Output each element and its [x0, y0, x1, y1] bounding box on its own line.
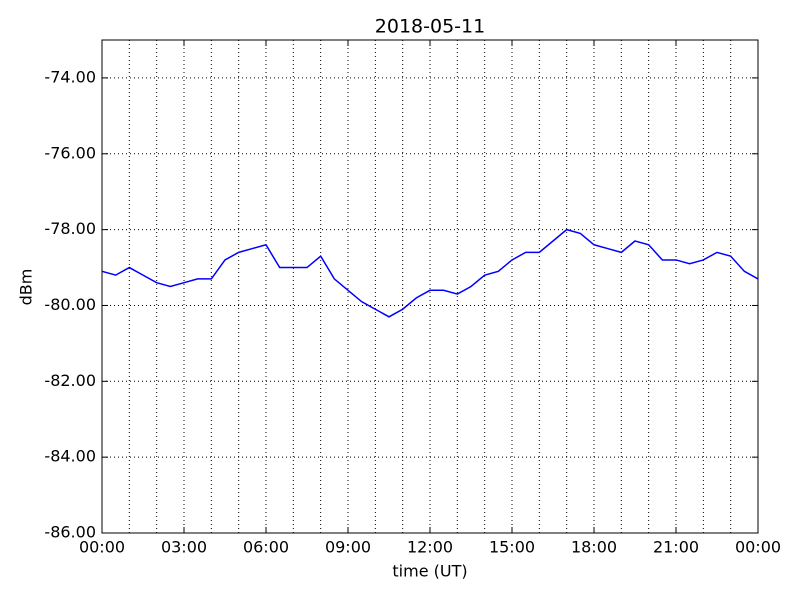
x-tick-label: 03:00	[161, 538, 207, 557]
y-tick-label: -76.00	[44, 143, 96, 162]
y-tick-label: -82.00	[44, 371, 96, 390]
y-axis-label: dBm	[17, 269, 36, 306]
x-tick-label: 18:00	[571, 538, 617, 557]
y-tick-label: -86.00	[44, 523, 96, 542]
y-tick-label: -84.00	[44, 447, 96, 466]
x-tick-label: 00:00	[735, 538, 781, 557]
y-tick-label: -78.00	[44, 219, 96, 238]
y-tick-label: -80.00	[44, 295, 96, 314]
data-line	[101, 228, 759, 318]
x-tick-label: 15:00	[489, 538, 535, 557]
y-tick-label: -74.00	[44, 67, 96, 86]
x-axis-label: time (UT)	[392, 562, 467, 581]
plot-frame	[101, 39, 759, 534]
x-tick-label: 12:00	[407, 538, 453, 557]
chart-title: 2018-05-11	[375, 16, 485, 38]
x-tick-label: 09:00	[325, 538, 371, 557]
x-tick-label: 00:00	[79, 538, 125, 557]
x-tick-label: 06:00	[243, 538, 289, 557]
x-tick-label: 21:00	[653, 538, 699, 557]
